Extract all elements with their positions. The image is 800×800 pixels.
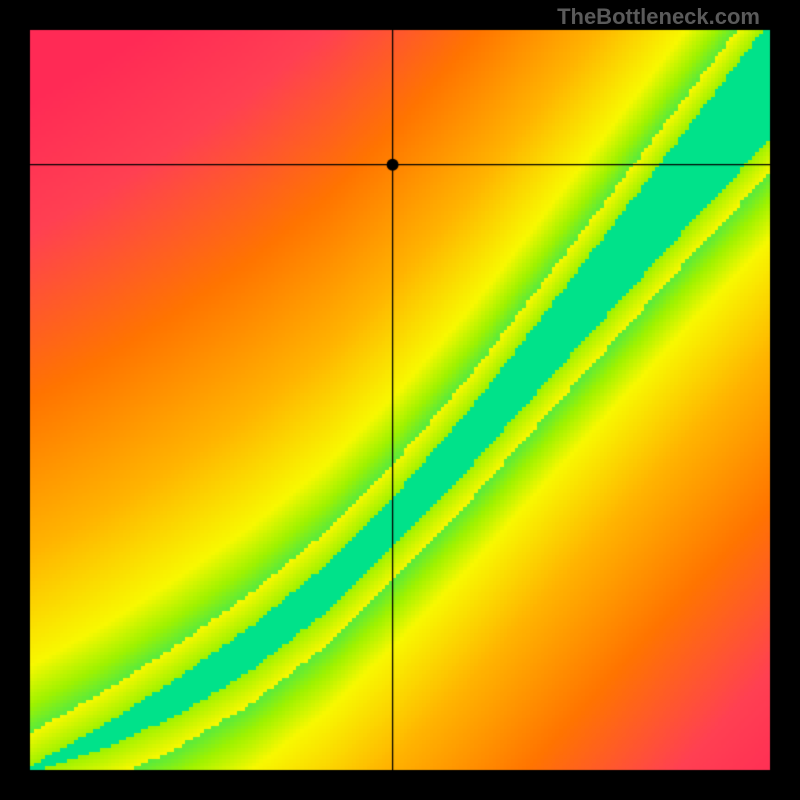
chart-container: TheBottleneck.com bbox=[0, 0, 800, 800]
heatmap-canvas bbox=[0, 0, 800, 800]
watermark-text: TheBottleneck.com bbox=[557, 4, 760, 30]
